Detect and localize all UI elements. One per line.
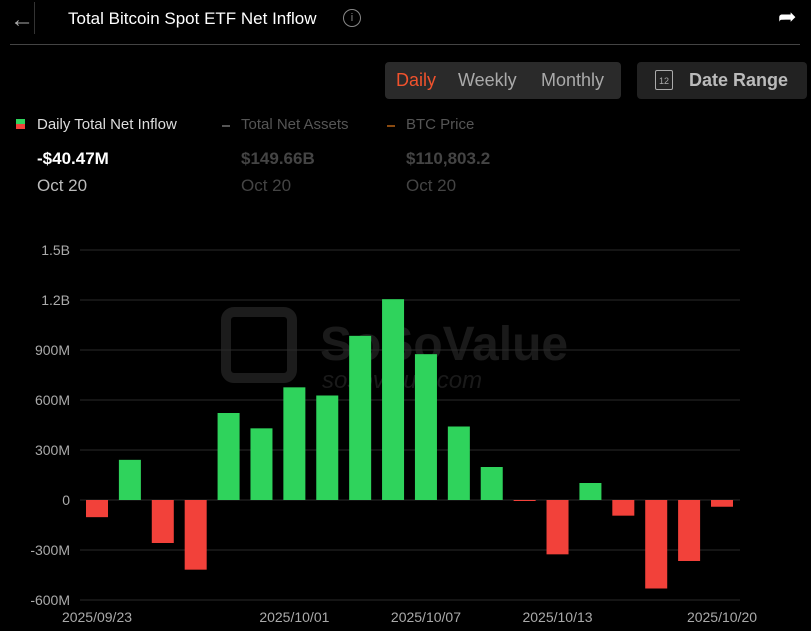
- y-tick-label: 0: [62, 492, 70, 508]
- bar-2025/10/14[interactable]: [579, 483, 602, 500]
- bar-2025/10/10[interactable]: [513, 500, 536, 501]
- tab-monthly[interactable]: Monthly: [541, 70, 605, 90]
- bar-2025/10/13[interactable]: [546, 500, 569, 555]
- bar-2025/10/01[interactable]: [283, 387, 306, 500]
- bar-2025/10/03[interactable]: [349, 335, 372, 500]
- bar-2025/10/16[interactable]: [645, 500, 668, 589]
- bar-2025/10/06[interactable]: [382, 299, 405, 500]
- bar-2025/10/17[interactable]: [678, 500, 701, 561]
- tab-weekly[interactable]: Weekly: [458, 70, 517, 90]
- share-icon[interactable]: ➦: [778, 4, 797, 29]
- legend-swatch-positive: [16, 119, 25, 124]
- bar-2025/10/08[interactable]: [447, 426, 470, 501]
- x-tick-label: 2025/10/13: [522, 609, 592, 625]
- legend-swatch-negative: [16, 124, 25, 129]
- tab-daily[interactable]: Daily: [396, 70, 437, 90]
- btc-price-value: $110,803.2: [406, 149, 491, 168]
- bar-2025/09/23[interactable]: [86, 500, 108, 518]
- bar-2025/09/25[interactable]: [151, 500, 174, 543]
- net-inflow-date: Oct 20: [37, 176, 88, 195]
- period-selector: Daily Weekly Monthly: [385, 62, 621, 99]
- legend-swatch-btc: [387, 125, 395, 127]
- divider: [10, 44, 800, 45]
- net-inflow-value: -$40.47M: [37, 149, 109, 168]
- legend-net-assets[interactable]: Total Net Assets: [241, 116, 349, 133]
- legend-swatch-assets: [222, 125, 230, 127]
- y-tick-label: 300M: [35, 442, 70, 458]
- bar-2025/09/26[interactable]: [184, 500, 207, 570]
- x-tick-label: 2025/10/07: [391, 609, 461, 625]
- divider: [34, 2, 35, 34]
- bar-2025/10/20[interactable]: [711, 500, 733, 507]
- net-assets-date: Oct 20: [241, 176, 292, 195]
- calendar-icon: 12: [655, 70, 673, 90]
- info-icon[interactable]: i: [343, 9, 361, 27]
- y-tick-label: 1.5B: [41, 242, 70, 258]
- x-tick-label: 2025/10/20: [687, 609, 757, 625]
- legend-net-inflow[interactable]: Daily Total Net Inflow: [37, 116, 177, 133]
- bar-2025/10/15[interactable]: [612, 500, 635, 516]
- y-tick-label: 1.2B: [41, 292, 70, 308]
- x-tick-label: 2025/10/01: [259, 609, 329, 625]
- bar-2025/10/09[interactable]: [480, 467, 503, 500]
- date-range-button[interactable]: 12 Date Range: [637, 62, 807, 99]
- bar-2025/10/07[interactable]: [414, 354, 437, 500]
- bar-2025/09/30[interactable]: [250, 428, 273, 500]
- y-tick-label: 600M: [35, 392, 70, 408]
- btc-price-date: Oct 20: [406, 176, 457, 195]
- bar-2025/09/29[interactable]: [217, 413, 240, 500]
- bar-2025/09/24[interactable]: [118, 459, 141, 500]
- y-tick-label: -300M: [30, 542, 70, 558]
- y-tick-label: -600M: [30, 592, 70, 608]
- x-tick-label: 2025/09/23: [62, 609, 132, 625]
- legend-btc-price[interactable]: BTC Price: [406, 116, 475, 133]
- page-title: Total Bitcoin Spot ETF Net Inflow: [68, 9, 317, 28]
- back-button[interactable]: ←: [10, 6, 34, 33]
- date-range-label: Date Range: [689, 70, 789, 90]
- bar-2025/10/02[interactable]: [316, 395, 339, 501]
- y-tick-label: 900M: [35, 342, 70, 358]
- net-assets-value: $149.66B: [241, 149, 315, 168]
